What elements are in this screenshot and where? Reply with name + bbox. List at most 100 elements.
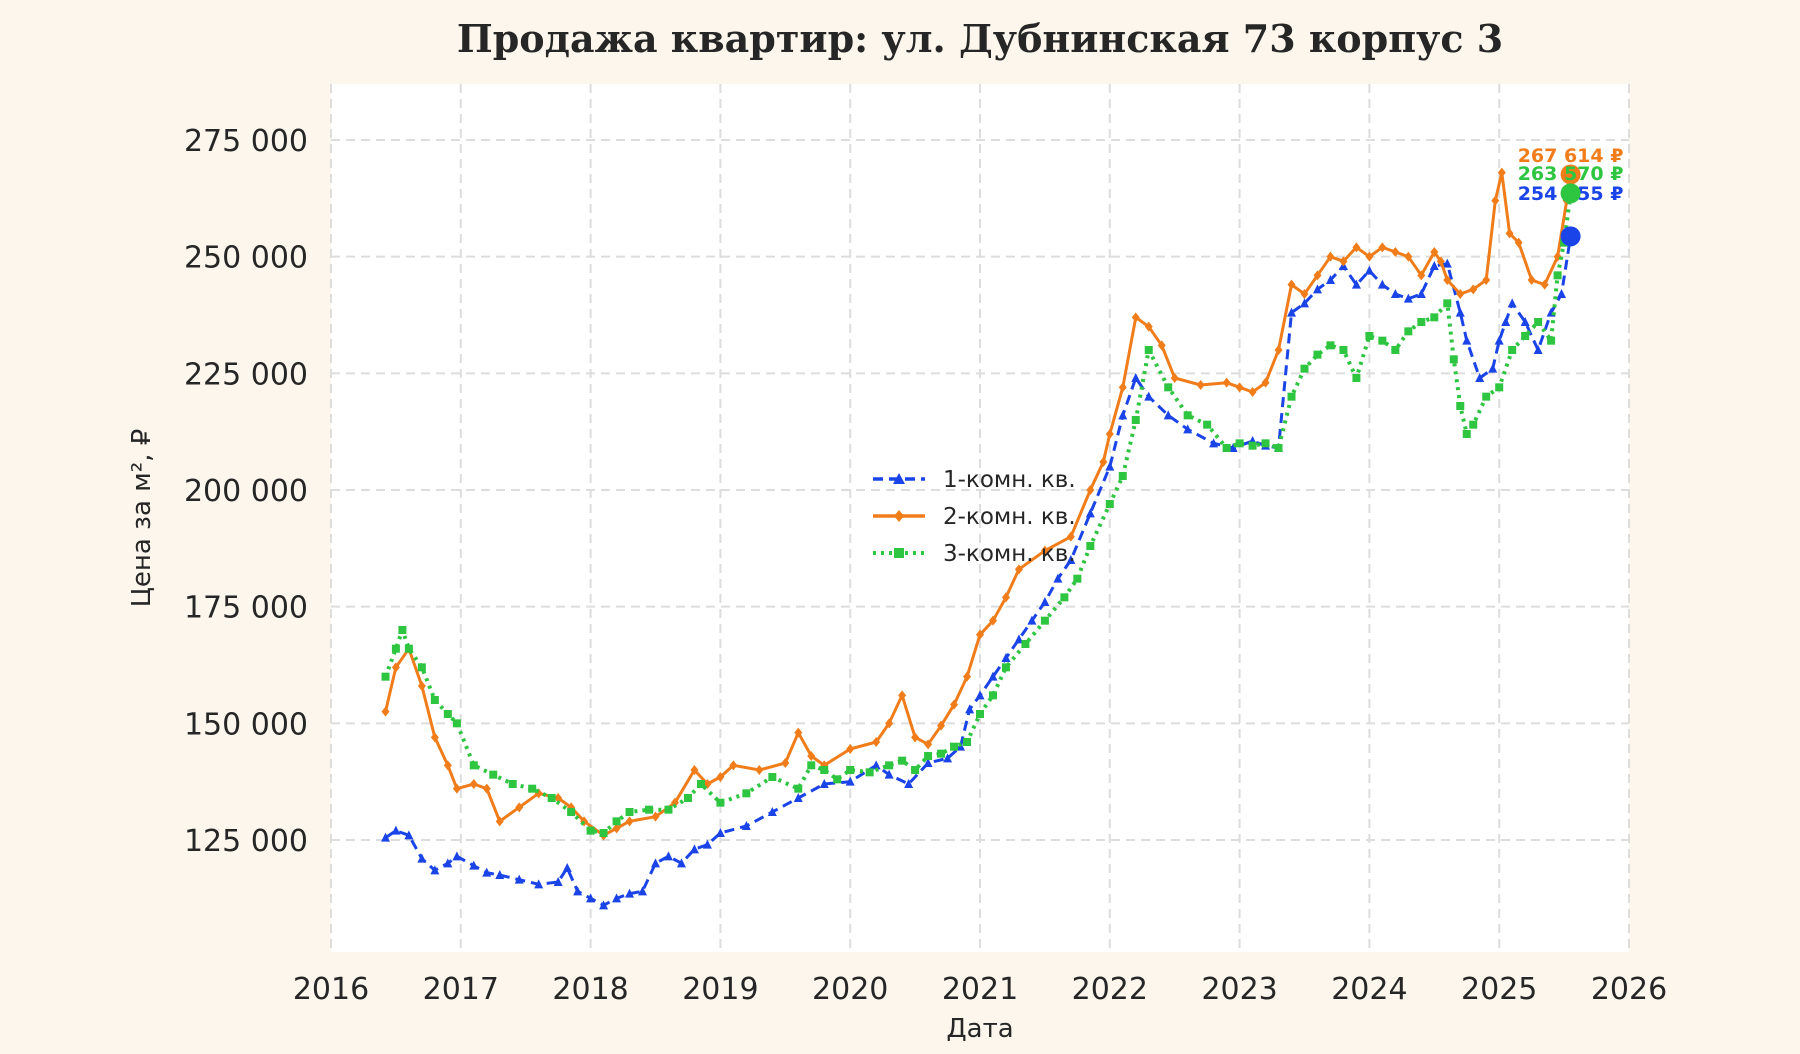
data-point (988, 615, 997, 626)
data-point (690, 765, 699, 775)
ticks: 2016 2017 2018 2019 2020 2021 2022 2023 2024 2025… (184, 124, 1667, 1007)
data-point (1261, 377, 1270, 388)
data-point (452, 719, 461, 728)
data-point (1505, 228, 1514, 239)
data-point (495, 870, 505, 879)
data-point (1248, 441, 1257, 450)
y-tick-label: 250 000 (184, 241, 308, 276)
data-point (1040, 616, 1049, 625)
data-point (742, 789, 751, 798)
data-point (1508, 346, 1517, 354)
data-point (965, 704, 975, 714)
data-point (794, 784, 803, 793)
data-point (794, 727, 803, 738)
data-point (482, 867, 492, 877)
data-point (417, 663, 426, 672)
data-point (391, 662, 400, 673)
data-point (1436, 256, 1445, 267)
data-point (988, 691, 997, 700)
data-point (755, 765, 764, 775)
data-point (1488, 363, 1498, 373)
data-point (911, 766, 920, 774)
data-point (1105, 461, 1115, 471)
data-point (988, 671, 998, 681)
data-point (612, 817, 621, 826)
data-point (696, 780, 705, 788)
data-point (943, 753, 953, 763)
data-point (1325, 275, 1335, 284)
data-point (1378, 242, 1387, 253)
data-point (1351, 279, 1361, 289)
legend-marker-2 (894, 510, 904, 522)
data-point (599, 829, 608, 837)
data-point (391, 644, 400, 653)
data-point (651, 858, 660, 868)
data-point (489, 770, 498, 779)
data-point (1300, 289, 1309, 299)
data-point (898, 756, 907, 765)
data-point (534, 879, 544, 889)
data-point (625, 808, 634, 816)
data-point (567, 808, 576, 816)
data-point (950, 699, 959, 710)
data-point (937, 749, 946, 758)
data-point (1404, 327, 1413, 336)
legend-marker-3 (894, 548, 904, 558)
data-point (923, 758, 933, 767)
data-point (1131, 373, 1141, 382)
data-point (1235, 439, 1244, 448)
data-point (1469, 420, 1478, 429)
data-point (482, 783, 491, 794)
data-point (833, 775, 842, 784)
data-point (1086, 485, 1095, 495)
data-point (683, 794, 692, 802)
data-point (793, 793, 803, 802)
x-tick-label: 2016 (293, 972, 369, 1007)
data-point (781, 758, 790, 768)
grid (330, 84, 1630, 952)
data-point (469, 761, 478, 770)
data-point (1248, 387, 1257, 397)
data-point (976, 710, 984, 718)
data-point (1482, 275, 1491, 285)
data-point (1553, 271, 1562, 280)
data-point (391, 825, 401, 835)
data-point (1403, 293, 1413, 303)
data-point (430, 865, 440, 875)
data-point (1442, 258, 1452, 268)
data-point (469, 779, 478, 789)
end-marker (1560, 226, 1581, 247)
data-point (1378, 336, 1387, 345)
data-point (443, 858, 453, 868)
data-point (1228, 443, 1238, 452)
data-point (404, 644, 413, 653)
series-3 (381, 189, 1575, 837)
data-point (1300, 364, 1309, 373)
end-value-label: 263 570 ₽ (1518, 163, 1624, 185)
data-point (404, 830, 414, 840)
y-tick-label: 125 000 (184, 824, 308, 859)
data-point (553, 877, 563, 886)
data-point (398, 626, 407, 634)
data-point (1507, 298, 1517, 308)
data-point (573, 886, 583, 896)
data-point (702, 839, 712, 849)
data-point (508, 780, 517, 788)
data-point (845, 776, 855, 786)
data-point (1391, 247, 1400, 257)
data-point (1105, 500, 1114, 508)
data-point (898, 690, 907, 701)
data-point (1475, 373, 1485, 382)
data-point (1274, 345, 1283, 355)
y-tick-label: 200 000 (184, 474, 308, 509)
data-point (586, 893, 596, 903)
data-point (885, 761, 894, 770)
x-tick-label: 2024 (1331, 972, 1407, 1007)
data-point (651, 811, 660, 822)
data-point (1105, 429, 1114, 439)
legend-label-3: 3-комн. кв. (943, 541, 1076, 567)
legend-marker-1 (893, 473, 905, 484)
data-point (846, 744, 855, 754)
data-point (586, 826, 595, 835)
data-point (1547, 336, 1556, 345)
